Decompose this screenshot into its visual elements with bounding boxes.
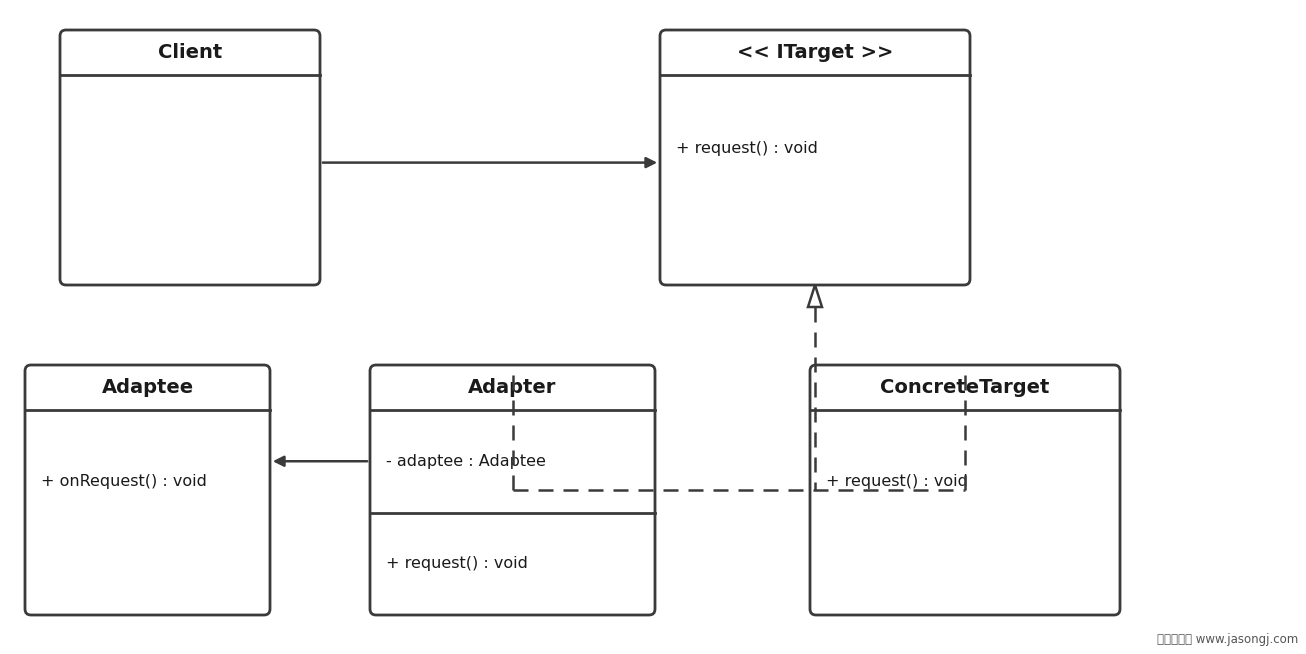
FancyBboxPatch shape	[370, 365, 656, 615]
Text: << ITarget >>: << ITarget >>	[737, 43, 893, 62]
Text: + onRequest() : void: + onRequest() : void	[40, 474, 206, 489]
Text: + request() : void: + request() : void	[825, 474, 968, 489]
Text: 大数据架构 www.jasongj.com: 大数据架构 www.jasongj.com	[1157, 633, 1298, 646]
FancyBboxPatch shape	[810, 365, 1121, 615]
Text: + request() : void: + request() : void	[677, 141, 818, 156]
Text: + request() : void: + request() : void	[387, 557, 528, 571]
Text: Adaptee: Adaptee	[102, 378, 193, 397]
Text: Client: Client	[158, 43, 222, 62]
Text: ConcreteTarget: ConcreteTarget	[880, 378, 1050, 397]
FancyBboxPatch shape	[660, 30, 970, 285]
Text: Adapter: Adapter	[469, 378, 556, 397]
FancyBboxPatch shape	[25, 365, 270, 615]
Text: - adaptee : Adaptee: - adaptee : Adaptee	[387, 454, 546, 469]
FancyBboxPatch shape	[60, 30, 320, 285]
